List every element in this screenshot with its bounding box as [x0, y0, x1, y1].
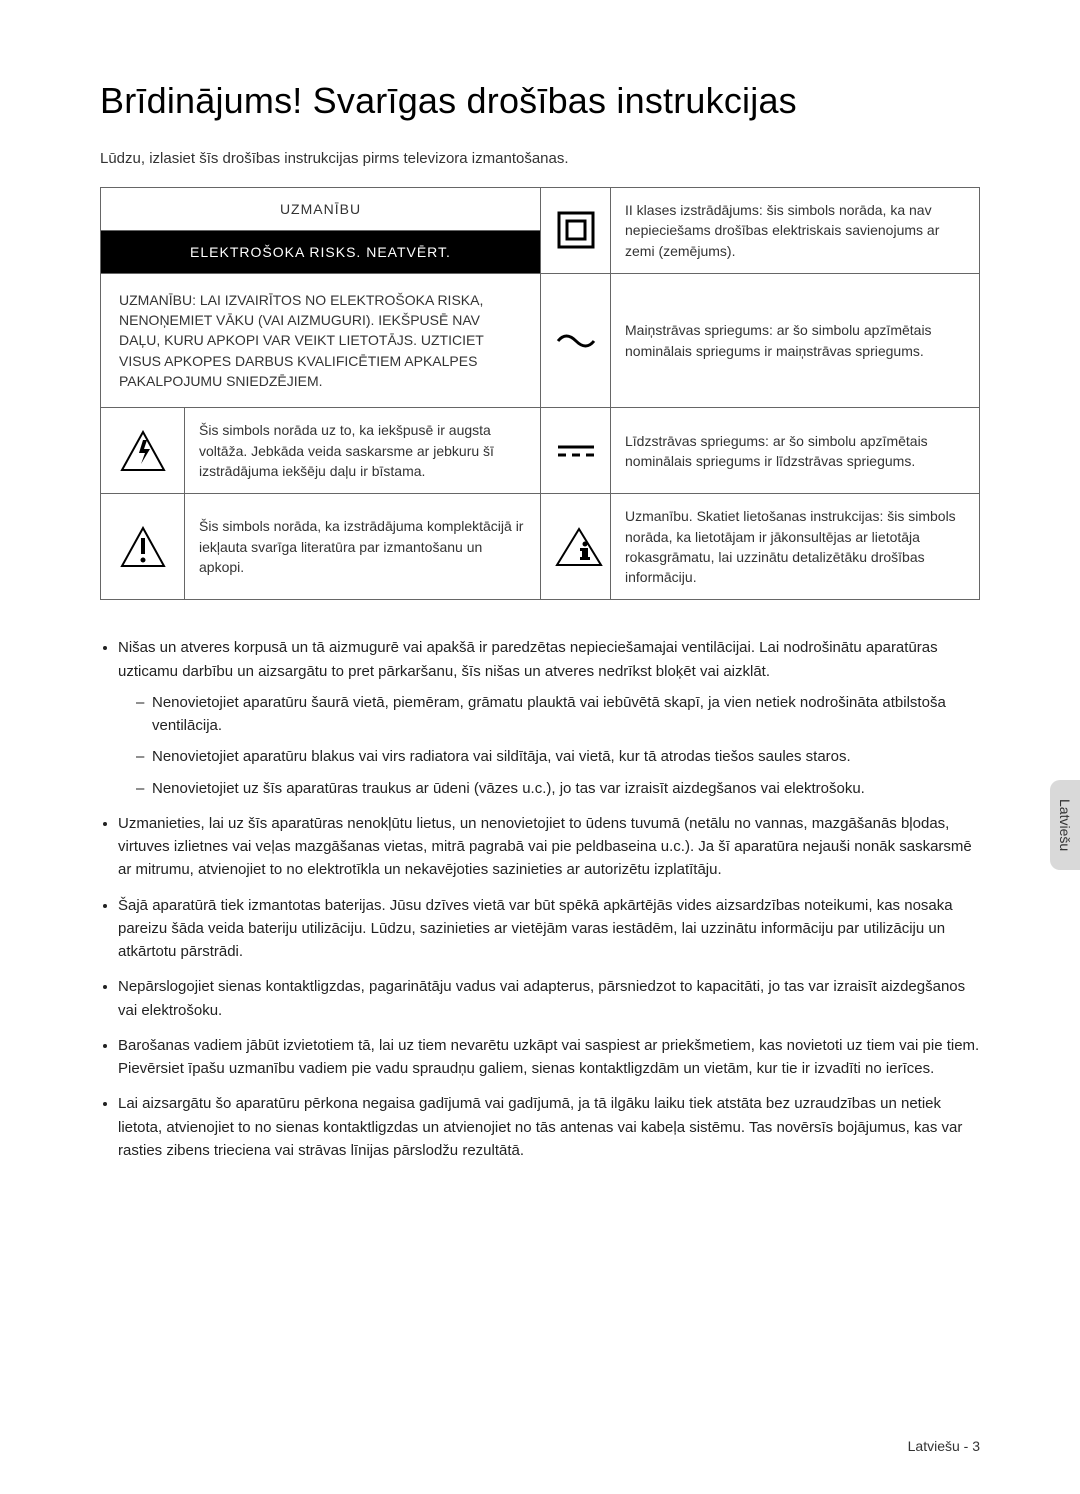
right-row-0: II klases izstrādājums: šis simbols norā… [611, 188, 980, 274]
left-row-1: Šis simbols norāda, ka izstrādājuma komp… [185, 494, 541, 600]
right-row-1: Maiņstrāvas spriegums: ar šo simbolu apz… [611, 273, 980, 407]
exclaim-triangle-icon [101, 494, 185, 600]
language-tab: Latviešu [1050, 780, 1080, 870]
list-item: Lai aizsargātu šo aparatūru pērkona nega… [118, 1092, 980, 1162]
list-item: Šajā aparatūrā tiek izmantotas baterijas… [118, 894, 980, 964]
list-item: Nišas un atveres korpusā un tā aizmugurē… [118, 636, 980, 800]
safety-table: UZMANĪBU II klases izstrādājums: šis sim… [100, 187, 980, 600]
intro-text: Lūdzu, izlasiet šīs drošības instrukcija… [100, 150, 980, 167]
sub-list: Nenovietojiet aparatūru šaurā vietā, pie… [118, 691, 980, 800]
left-row-0: Šis simbols norāda uz to, ka iekšpusē ir… [185, 408, 541, 494]
sub-item: Nenovietojiet aparatūru šaurā vietā, pie… [136, 691, 980, 738]
right-row-3: Uzmanību. Skatiet lietošanas instrukcija… [611, 494, 980, 600]
page-footer: Latviešu - 3 [908, 1438, 980, 1454]
page-title: Brīdinājums! Svarīgas drošības instrukci… [100, 80, 980, 122]
sub-item: Nenovietojiet aparatūru blakus vai virs … [136, 745, 980, 768]
ac-icon [541, 273, 611, 407]
list-item: Nepārslogojiet sienas kontaktligzdas, pa… [118, 975, 980, 1022]
list-item: Barošanas vadiem jābūt izvietotiem tā, l… [118, 1034, 980, 1081]
table-header-bottom: ELEKTROŠOKA RISKS. NEATVĒRT. [101, 230, 541, 273]
class2-icon [541, 188, 611, 274]
sub-item: Nenovietojiet uz šīs aparatūras traukus … [136, 777, 980, 800]
right-row-2: Līdzstrāvas spriegums: ar šo simbolu apz… [611, 408, 980, 494]
dc-icon [541, 408, 611, 494]
table-header-top: UZMANĪBU [101, 188, 541, 231]
bullet-text: Nišas un atveres korpusā un tā aizmugurē… [118, 639, 938, 679]
manual-triangle-icon [541, 494, 611, 600]
list-item: Uzmanieties, lai uz šīs aparatūras nenok… [118, 812, 980, 882]
voltage-triangle-icon [101, 408, 185, 494]
bullet-list: Nišas un atveres korpusā un tā aizmugurē… [100, 636, 980, 1162]
warning-block: UZMANĪBU: LAI IZVAIRĪTOS NO ELEKTROŠOKA … [101, 273, 541, 407]
language-tab-label: Latviešu [1057, 799, 1073, 851]
